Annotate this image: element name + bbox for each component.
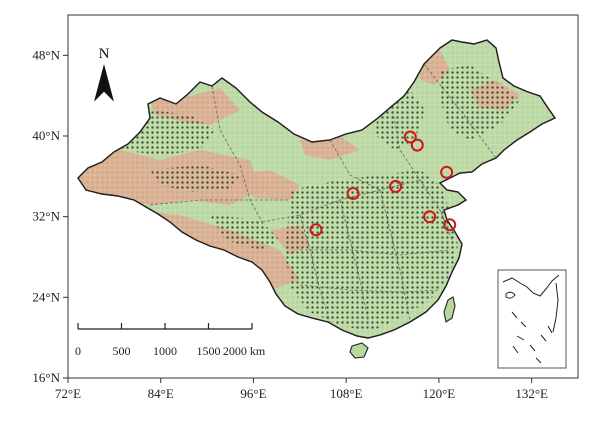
scale-bar-label: 0	[75, 344, 81, 358]
latitude-tick-label: 32°N	[32, 209, 60, 224]
longitude-tick-label: 96°E	[240, 386, 266, 401]
latitude-tick-label: 48°N	[32, 47, 60, 62]
scale-bar: 0 500 1000 1500 2000 km	[75, 323, 266, 358]
scale-bar-label: 1500	[197, 344, 221, 358]
site-marker	[440, 165, 454, 179]
latitude-tick-label: 40°N	[32, 128, 60, 143]
site-markers	[309, 130, 457, 237]
site-marker	[309, 223, 323, 237]
scale-bar-label: 500	[113, 344, 131, 358]
scale-bar-label: 1000	[153, 344, 177, 358]
site-marker	[346, 187, 360, 200]
longitude-tick-label: 132°E	[515, 386, 548, 401]
site-marker	[410, 138, 424, 152]
taiwan-island	[443, 296, 456, 323]
south-china-sea-inset	[497, 269, 567, 369]
longitude-tick-label: 72°E	[55, 386, 81, 401]
latitude-axis: 48°N 40°N 32°N 24°N 16°N	[32, 47, 68, 385]
site-marker	[389, 179, 403, 193]
longitude-tick-label: 84°E	[148, 386, 174, 401]
site-marker	[403, 130, 417, 144]
latitude-tick-label: 16°N	[32, 370, 60, 385]
latitude-tick-label: 24°N	[32, 289, 60, 304]
longitude-axis: 72°E 84°E 96°E 108°E 120°E 132°E	[55, 378, 548, 401]
country-outline	[77, 39, 557, 339]
north-label: N	[99, 46, 110, 62]
hainan-island	[349, 342, 369, 359]
north-arrow-icon	[94, 64, 114, 102]
north-arrow: N	[94, 46, 114, 102]
scale-bar-label: 2000 km	[223, 344, 266, 358]
site-marker	[443, 218, 457, 232]
longitude-tick-label: 108°E	[330, 386, 363, 401]
longitude-tick-label: 120°E	[423, 386, 456, 401]
site-marker	[423, 210, 437, 224]
